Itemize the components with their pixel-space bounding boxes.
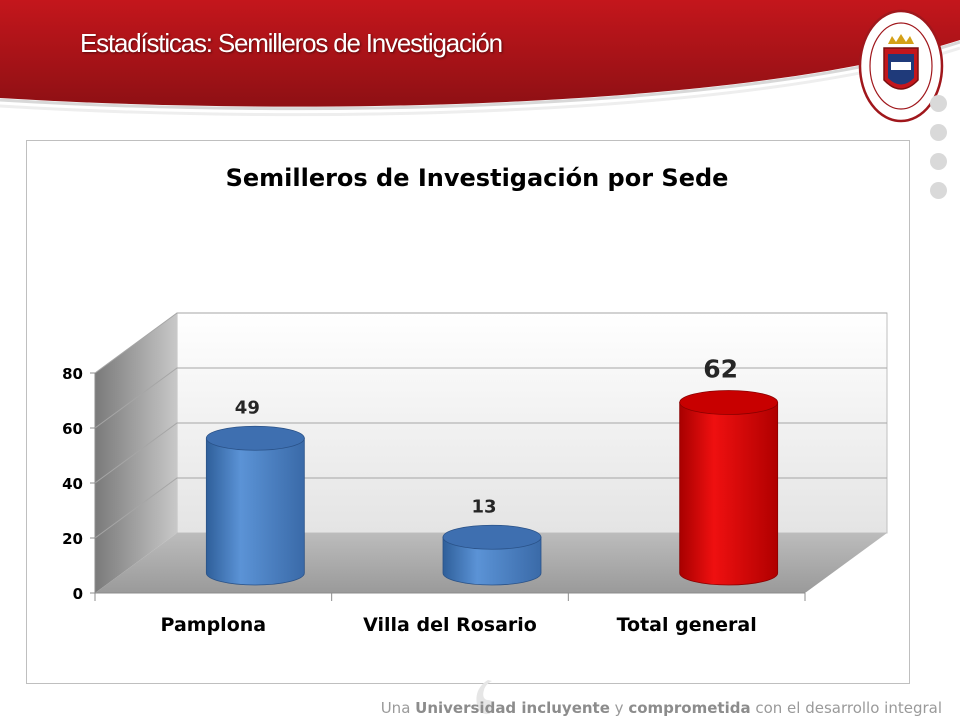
y-tick-label-3: 60 — [62, 420, 83, 438]
y-tick-label-2: 40 — [62, 475, 83, 493]
bars — [205, 390, 779, 586]
tagline-suffix: con el desarrollo integral — [750, 699, 942, 717]
gridline-1 — [94, 477, 887, 539]
tagline-mid: y — [609, 699, 629, 717]
tagline-bold-1: Universidad incluyente — [415, 699, 610, 717]
data-labels: 49 13 62 — [235, 355, 738, 518]
data-label-1: 13 — [471, 496, 496, 517]
slide-title: Estadísticas: Semilleros de Investigació… — [80, 28, 503, 58]
university-seal-logo — [858, 9, 944, 123]
y-tick-label-1: 20 — [62, 530, 83, 548]
x-tick-label-2: Total general — [617, 614, 757, 636]
bar-0 — [205, 425, 305, 586]
y-axis-ticks: 0 20 40 60 80 — [62, 365, 95, 603]
gridline-2 — [94, 422, 887, 484]
footer-quote-decoration — [476, 680, 495, 715]
header-band — [0, 0, 960, 117]
data-label-0: 49 — [235, 397, 260, 418]
x-tick-label-0: Pamplona — [161, 614, 267, 636]
chart-title: Semilleros de Investigación por Sede — [226, 164, 729, 192]
gridline-3 — [94, 367, 887, 429]
tagline-bold-2: comprometida — [628, 699, 751, 717]
footer-tagline: Una Universidad incluyente y comprometid… — [381, 699, 942, 717]
data-label-2: 62 — [703, 355, 738, 384]
tagline-prefix: Una — [380, 699, 416, 717]
x-tick-label-1: Villa del Rosario — [363, 614, 537, 636]
bar-2 — [679, 390, 779, 586]
chart-frame: Semilleros de Investigación por Sede 0 20… — [26, 140, 910, 684]
bar-1 — [442, 524, 542, 586]
gridline-4 — [94, 312, 887, 374]
gridlines — [94, 312, 887, 539]
y-tick-label-0: 0 — [73, 585, 83, 603]
x-axis-labels: Pamplona Villa del Rosario Total general — [161, 614, 757, 636]
x-axis-ticks — [94, 593, 806, 601]
y-tick-label-4: 80 — [62, 365, 83, 383]
bar-chart: Semilleros de Investigación por Sede 0 20… — [62, 164, 888, 636]
